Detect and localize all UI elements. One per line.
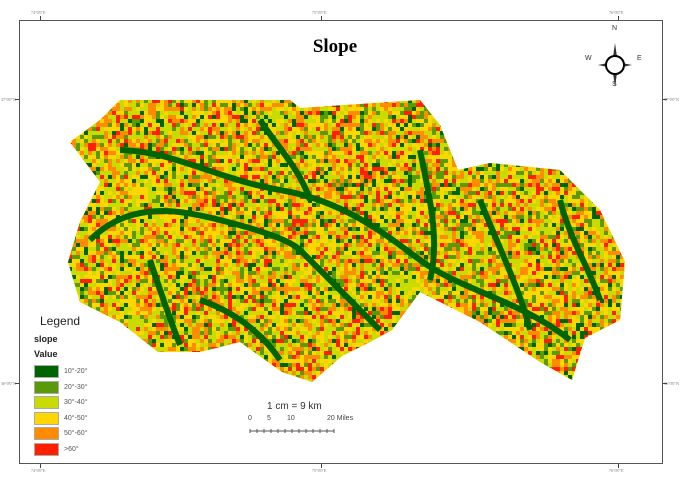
valley [557,199,603,301]
legend-title: Legend [40,314,81,328]
legend-swatch [34,442,59,456]
valley [147,259,183,347]
legend-swatch [34,380,59,394]
legend-swatch [34,427,59,441]
valley [119,147,572,343]
legend-item: >60° [34,442,88,458]
coord-left-37: 37°0'0"N [1,97,16,102]
legend-swatch [34,365,59,379]
scale-ratio: 1 cm = 9 km [267,401,322,412]
coord-top-75: 75°0'0"E [312,10,327,15]
scale-bar: 1 cm = 9 km 0 5 10 20 Miles [245,401,353,437]
valley [87,208,303,253]
legend-item: 10°-20° [34,364,88,380]
scale-tick-0: 0 [248,415,252,422]
legend-label: >60° [64,445,79,453]
compass-e: E [637,55,642,62]
legend-swatch [34,396,59,410]
valley [199,297,283,362]
legend-item: 20°-30° [34,380,88,396]
legend-layer: slope [34,334,58,344]
coord-top-76: 76°0'0"E [609,10,624,15]
north-arrow-icon [598,43,632,87]
map-frame [19,20,663,464]
legend: Legend slope Value 10°-20° 20°-30° 30°-40°… [34,314,88,457]
legend-field: Value [34,349,58,359]
legend-item: 50°-60° [34,426,88,442]
valley [417,149,438,281]
valley [477,198,533,331]
legend-label: 30°-40° [64,399,88,407]
legend-label: 20°-30° [64,383,88,391]
scale-bar-graphic [249,429,335,433]
legend-item: 30°-40° [34,395,88,411]
coord-right-36: 36°0'0"N [664,381,679,386]
coord-left-36: 36°0'0"N [1,381,16,386]
valley [257,118,313,201]
coord-bottom-75: 75°0'0"E [312,468,327,473]
scale-tick-20: 20 Miles [327,415,354,422]
map-title: Slope [312,36,358,57]
scale-tick-5: 5 [267,415,271,422]
legend-swatch [34,411,59,425]
coord-bottom-74: 74°0'0"E [31,468,46,473]
valley [297,247,383,333]
coord-right-37: 37°0'0"N [664,97,679,102]
compass-w: W [585,55,592,62]
coord-top-74: 74°0'0"E [31,10,46,15]
legend-label: 50°-60° [64,430,88,438]
scale-tick-10: 10 [287,415,295,422]
coord-bottom-76: 76°0'0"E [609,468,624,473]
legend-label: 40°-50° [64,414,88,422]
compass-n: N [612,25,618,32]
legend-label: 10°-20° [64,368,88,376]
legend-item: 40°-50° [34,411,88,427]
compass-s: S [612,81,617,88]
